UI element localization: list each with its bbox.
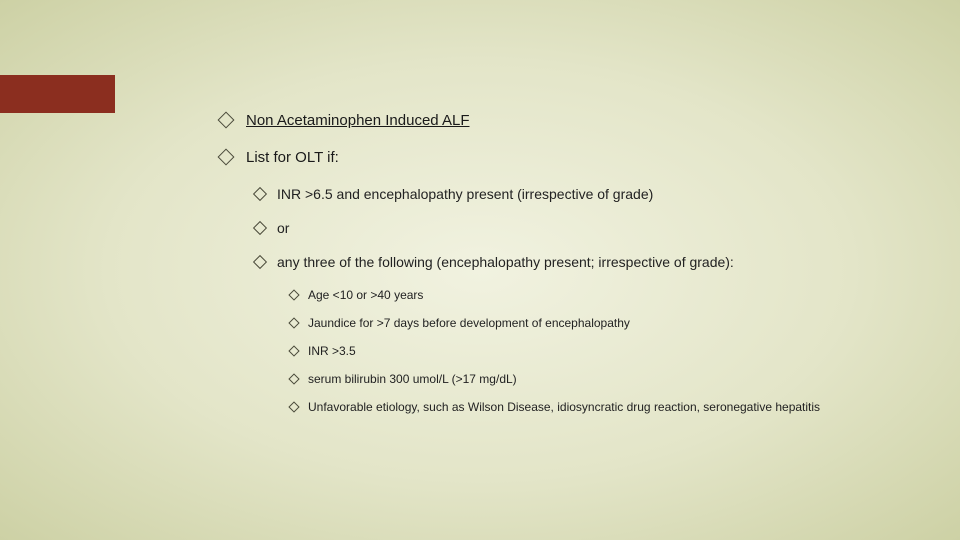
body-text: Unfavorable etiology, such as Wilson Dis… [308,400,820,414]
diamond-bullet-icon [253,221,267,235]
list-item: Unfavorable etiology, such as Wilson Dis… [290,400,930,414]
list-item: INR >6.5 and encephalopathy present (irr… [255,186,930,202]
diamond-bullet-icon [288,401,299,412]
heading-text: List for OLT if: [246,149,339,166]
body-text: or [277,220,289,236]
body-text: serum bilirubin 300 umol/L (>17 mg/dL) [308,372,517,386]
slide: Non Acetaminophen Induced ALF List for O… [0,0,960,540]
diamond-bullet-icon [288,373,299,384]
list-item: Jaundice for >7 days before development … [290,316,930,330]
body-text: INR >6.5 and encephalopathy present (irr… [277,186,653,202]
body-text: INR >3.5 [308,344,356,358]
diamond-bullet-icon [253,255,267,269]
list-item: Age <10 or >40 years [290,288,930,302]
heading-text: Non Acetaminophen Induced ALF [246,112,470,129]
accent-bar [0,75,115,113]
body-text: Jaundice for >7 days before development … [308,316,630,330]
list-item: INR >3.5 [290,344,930,358]
diamond-bullet-icon [288,289,299,300]
diamond-bullet-icon [218,112,235,129]
slide-content: Non Acetaminophen Induced ALF List for O… [220,112,930,428]
list-item: List for OLT if: [220,149,930,166]
list-item: or [255,220,930,236]
diamond-bullet-icon [218,149,235,166]
list-item: any three of the following (encephalopat… [255,254,930,270]
body-text: any three of the following (encephalopat… [277,254,734,270]
list-item: Non Acetaminophen Induced ALF [220,112,930,129]
diamond-bullet-icon [288,345,299,356]
diamond-bullet-icon [253,187,267,201]
body-text: Age <10 or >40 years [308,288,423,302]
list-item: serum bilirubin 300 umol/L (>17 mg/dL) [290,372,930,386]
diamond-bullet-icon [288,317,299,328]
